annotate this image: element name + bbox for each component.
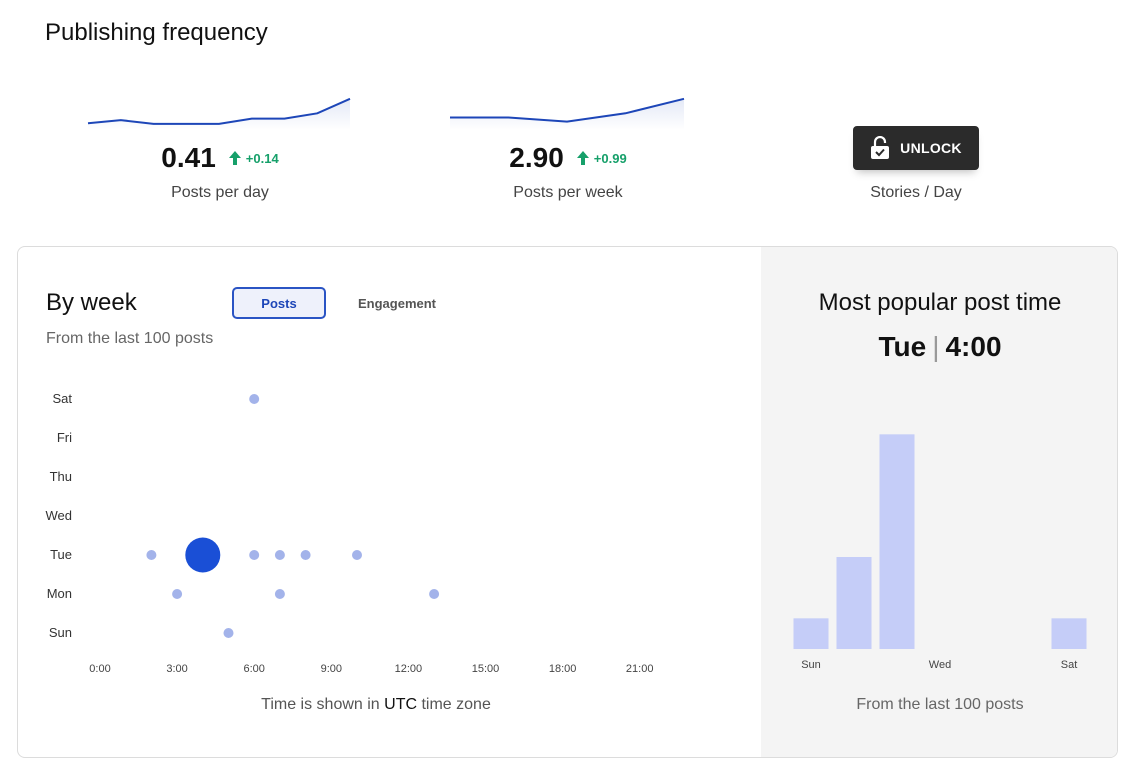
popular-time-value: Tue | 4:00 <box>761 331 1117 363</box>
x-tick-label: 18:00 <box>549 663 577 675</box>
lock-open-icon <box>871 136 890 159</box>
metric-posts-per-week: 2.90 +0.99 Posts per week <box>418 80 718 210</box>
scatter-point[interactable] <box>249 394 260 404</box>
posting-times-card: By week Posts Engagement From the last 1… <box>17 246 1118 758</box>
scatter-point[interactable] <box>429 589 440 599</box>
timezone-note: Time is shown in UTC time zone <box>18 696 734 714</box>
arrow-up-icon <box>228 151 241 165</box>
y-tick-label: Sun <box>49 625 72 640</box>
metric-caption: Posts per day <box>171 184 269 201</box>
by-week-panel: By week Posts Engagement From the last 1… <box>18 247 761 757</box>
arrow-up-icon <box>576 151 589 165</box>
x-tick-label: 9:00 <box>321 663 342 675</box>
popular-hour: 4:00 <box>945 331 1002 362</box>
metric-posts-per-day: 0.41 +0.14 Posts per day <box>70 80 370 210</box>
scatter-point[interactable] <box>223 628 234 638</box>
metric-delta: +0.99 <box>576 150 627 166</box>
tab-posts[interactable]: Posts <box>232 287 326 319</box>
x-tick-label: Sun <box>801 659 821 671</box>
scatter-point[interactable] <box>274 589 285 599</box>
metric-value: 2.90 <box>509 142 564 173</box>
sparkline-line <box>87 97 351 125</box>
scatter-point[interactable] <box>352 550 362 560</box>
y-tick-label: Wed <box>46 508 73 523</box>
bar[interactable] <box>836 557 872 649</box>
scatter-point[interactable] <box>274 550 285 560</box>
y-tick-label: Sat <box>52 391 72 406</box>
popular-time-title: Most popular post time <box>818 289 1062 316</box>
x-tick-label: 21:00 <box>626 663 654 675</box>
by-week-title: By week <box>46 289 137 316</box>
timezone-note-suffix: time zone <box>417 696 491 713</box>
x-tick-label: 0:00 <box>89 663 110 675</box>
scatter-point[interactable] <box>249 550 260 560</box>
y-tick-label: Thu <box>50 469 72 484</box>
metric-value: 0.41 <box>161 142 216 173</box>
metric-delta-value: +0.14 <box>245 150 279 166</box>
metric-delta-value: +0.99 <box>593 150 627 166</box>
scatter-point[interactable] <box>146 550 157 560</box>
tab-engagement[interactable]: Engagement <box>357 295 436 311</box>
scatter-point[interactable] <box>172 589 183 599</box>
bar[interactable] <box>793 618 829 649</box>
sparkline-posts-per-week <box>450 97 685 130</box>
unlock-label: UNLOCK <box>900 140 962 156</box>
sparkline-area <box>88 98 350 130</box>
unlock-button[interactable]: UNLOCK <box>853 126 979 170</box>
scatter-point[interactable] <box>185 537 221 573</box>
timezone-name: UTC <box>384 696 418 713</box>
sparkline-area <box>450 98 684 130</box>
popular-time-panel: Most popular post time Tue | 4:00 Sun Wed Sa… <box>761 247 1117 757</box>
y-tick-label: Fri <box>57 430 72 445</box>
popular-day-bar-chart: Sun Wed Sat <box>793 434 1087 671</box>
stories-per-day-caption: Stories / Day <box>870 184 962 201</box>
bar[interactable] <box>879 434 915 649</box>
x-tick-label: 12:00 <box>395 663 423 675</box>
by-week-scatter-chart: Sun Mon Tue Wed Thu Fri Sat 0:00 3:00 6:00 9:00 12:… <box>46 391 654 675</box>
x-tick-label: 6:00 <box>243 663 264 675</box>
by-week-subtitle: From the last 100 posts <box>46 330 214 347</box>
y-tick-label: Tue <box>50 547 72 562</box>
popular-time-footer: From the last 100 posts <box>856 696 1024 713</box>
x-tick-label: Wed <box>929 659 951 671</box>
timezone-note-prefix: Time is shown in <box>261 696 385 713</box>
sparkline-posts-per-day <box>87 97 351 130</box>
sparkline-line <box>450 97 685 123</box>
x-tick-label: 15:00 <box>472 663 500 675</box>
x-tick-label: 3:00 <box>166 663 187 675</box>
scatter-point[interactable] <box>300 550 311 560</box>
popular-day: Tue <box>878 331 927 362</box>
x-tick-label: Sat <box>1061 659 1078 671</box>
metric-caption: Posts per week <box>513 184 623 201</box>
bar[interactable] <box>1051 618 1087 649</box>
metric-delta: +0.14 <box>228 150 279 166</box>
page-title: Publishing frequency <box>45 19 268 46</box>
separator: | <box>932 331 940 362</box>
y-tick-label: Mon <box>47 586 72 601</box>
